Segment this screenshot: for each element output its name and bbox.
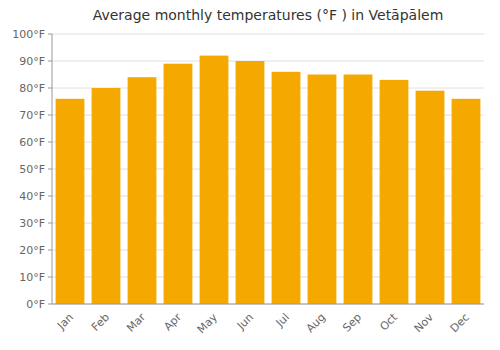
y-tick-label: 0°F xyxy=(26,298,45,311)
y-tick xyxy=(48,304,52,305)
y-tick-label: 100°F xyxy=(12,28,45,41)
y-tick xyxy=(48,88,52,89)
y-tick xyxy=(48,277,52,278)
x-tick-label: Nov xyxy=(412,310,437,335)
chart-container: Average monthly temperatures (°F ) in Ve… xyxy=(0,0,500,350)
y-tick-label: 10°F xyxy=(19,271,45,284)
bar xyxy=(92,88,121,304)
grid-line xyxy=(52,304,484,305)
x-tick-label: Oct xyxy=(377,310,400,333)
x-tick-label: Feb xyxy=(89,311,112,334)
y-tick xyxy=(48,142,52,143)
bar xyxy=(380,80,409,304)
x-tick-label: Dec xyxy=(448,311,472,335)
y-tick-label: 40°F xyxy=(19,190,45,203)
bar xyxy=(416,91,445,304)
y-tick-label: 30°F xyxy=(19,217,45,230)
bars xyxy=(56,56,481,304)
bar xyxy=(344,75,373,305)
y-tick-label: 80°F xyxy=(19,82,45,95)
grid-line xyxy=(52,34,484,35)
y-tick-label: 60°F xyxy=(19,136,45,149)
x-tick-label: Jan xyxy=(54,311,76,333)
bar xyxy=(200,56,229,304)
bar xyxy=(236,61,265,304)
y-tick xyxy=(48,250,52,251)
y-tick xyxy=(48,34,52,35)
x-tick-label: Apr xyxy=(161,310,184,333)
y-tick xyxy=(48,115,52,116)
x-tick-label: Jun xyxy=(234,311,256,333)
bar xyxy=(56,99,85,304)
bar xyxy=(272,72,301,304)
y-tick-label: 20°F xyxy=(19,244,45,257)
y-tick xyxy=(48,223,52,224)
y-tick xyxy=(48,169,52,170)
y-axis-line xyxy=(52,34,53,304)
y-tick-label: 50°F xyxy=(19,163,45,176)
x-axis: Jan Feb Mar Apr May Jun Jul Aug Sep Oct Nov Dec xyxy=(54,310,472,336)
x-tick-label: Aug xyxy=(304,311,328,335)
y-tick xyxy=(48,61,52,62)
x-tick-label: Mar xyxy=(124,310,148,334)
y-tick-label: 70°F xyxy=(19,109,45,122)
y-tick xyxy=(48,196,52,197)
bar xyxy=(128,77,157,304)
chart: Average monthly temperatures (°F ) in Ve… xyxy=(0,0,500,350)
bar xyxy=(308,75,337,305)
y-axis: 0°F 10°F 20°F 30°F 40°F 50°F 60°F 70°F 80°F 90°F 1… xyxy=(12,28,52,311)
x-tick-label: Jul xyxy=(273,311,292,330)
x-axis-line xyxy=(52,304,484,305)
bar xyxy=(164,64,193,304)
grid xyxy=(52,34,484,304)
bar xyxy=(452,99,481,304)
x-tick-label: Sep xyxy=(340,311,364,335)
x-tick-label: May xyxy=(195,310,221,336)
y-tick-label: 90°F xyxy=(19,55,45,68)
grid-line xyxy=(52,61,484,62)
title: Average monthly temperatures (°F ) in Ve… xyxy=(93,7,444,23)
